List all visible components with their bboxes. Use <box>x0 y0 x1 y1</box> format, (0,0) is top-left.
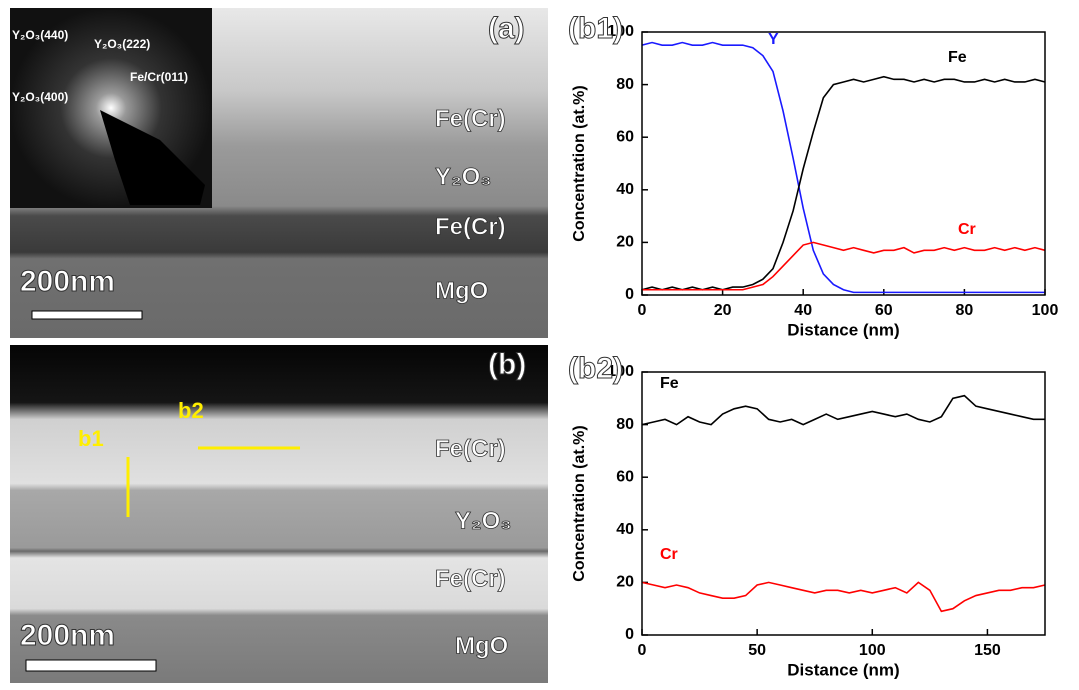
x-tick-label: 150 <box>974 642 1001 659</box>
series-label: Cr <box>660 546 678 563</box>
x-axis-label: Distance (nm) <box>787 320 899 339</box>
y-tick-label: 20 <box>616 234 634 251</box>
series-label: Cr <box>958 221 976 238</box>
layer-label: MgO <box>435 277 488 304</box>
x-tick-label: 20 <box>714 302 732 319</box>
y-tick-label: 60 <box>616 468 634 485</box>
x-tick-label: 0 <box>638 302 647 319</box>
line-label: b1 <box>78 426 104 451</box>
layer-label: MgO <box>455 632 508 659</box>
layer-label: Fe(Cr) <box>435 105 506 132</box>
line-label: b2 <box>178 398 204 423</box>
panel-label: (a) <box>488 12 525 45</box>
figure: Y₂O₃(440) Y₂O₃(222) Fe/Cr(011) Y₂O₃(400)… <box>0 0 1079 685</box>
x-tick-label: 0 <box>638 642 647 659</box>
y-tick-label: 80 <box>616 416 634 433</box>
series-label: Fe <box>948 49 967 66</box>
layer-label: Y₂O₃ <box>435 163 491 190</box>
y-tick-label: 80 <box>616 76 634 93</box>
y-axis-label: Concentration (at.%) <box>571 425 588 581</box>
y-tick-label: 20 <box>616 574 634 591</box>
panel-b: (b) Fe(Cr) Y₂O₃ Fe(Cr) MgO b1 b2 200nm <box>10 345 548 683</box>
scale-label: 200nm <box>20 619 115 652</box>
y-tick-label: 40 <box>616 521 634 538</box>
y-tick-label: 60 <box>616 128 634 145</box>
x-tick-label: 50 <box>748 642 766 659</box>
series-label: Y <box>768 31 779 48</box>
scale-bar <box>32 311 142 319</box>
data-line <box>642 396 1045 425</box>
plot-frame <box>642 372 1045 635</box>
y-tick-label: 0 <box>625 286 634 303</box>
y-axis-label: Concentration (at.%) <box>571 85 588 241</box>
x-tick-label: 80 <box>956 302 974 319</box>
scale-bar <box>26 660 156 671</box>
data-line <box>642 582 1045 611</box>
diffraction-label: Y₂O₃(400) <box>12 90 68 104</box>
layer-label: Y₂O₃ <box>455 507 511 534</box>
chart-title: (b2) <box>568 352 623 385</box>
x-tick-label: 100 <box>1032 302 1059 319</box>
layer-label: Fe(Cr) <box>435 213 506 240</box>
chart-title: (b1) <box>568 12 623 45</box>
data-line <box>642 242 1045 289</box>
panel-label: (b) <box>488 348 526 381</box>
series-label: Fe <box>660 375 679 392</box>
x-axis-label: Distance (nm) <box>787 660 899 679</box>
panel-a: Y₂O₃(440) Y₂O₃(222) Fe/Cr(011) Y₂O₃(400)… <box>10 8 548 338</box>
layer-label: Fe(Cr) <box>435 565 506 592</box>
x-tick-label: 40 <box>794 302 812 319</box>
plot-frame <box>642 32 1045 295</box>
layer-label: Fe(Cr) <box>435 435 506 462</box>
page: Y₂O₃(440) Y₂O₃(222) Fe/Cr(011) Y₂O₃(400)… <box>0 0 1079 685</box>
diffraction-label: Y₂O₃(222) <box>94 37 150 51</box>
y-tick-label: 0 <box>625 626 634 643</box>
diffraction-label: Y₂O₃(440) <box>12 28 68 42</box>
x-tick-label: 60 <box>875 302 893 319</box>
diffraction-label: Fe/Cr(011) <box>130 70 188 84</box>
scale-label: 200nm <box>20 265 115 298</box>
y-tick-label: 40 <box>616 181 634 198</box>
data-line <box>642 77 1045 290</box>
x-tick-label: 100 <box>859 642 886 659</box>
